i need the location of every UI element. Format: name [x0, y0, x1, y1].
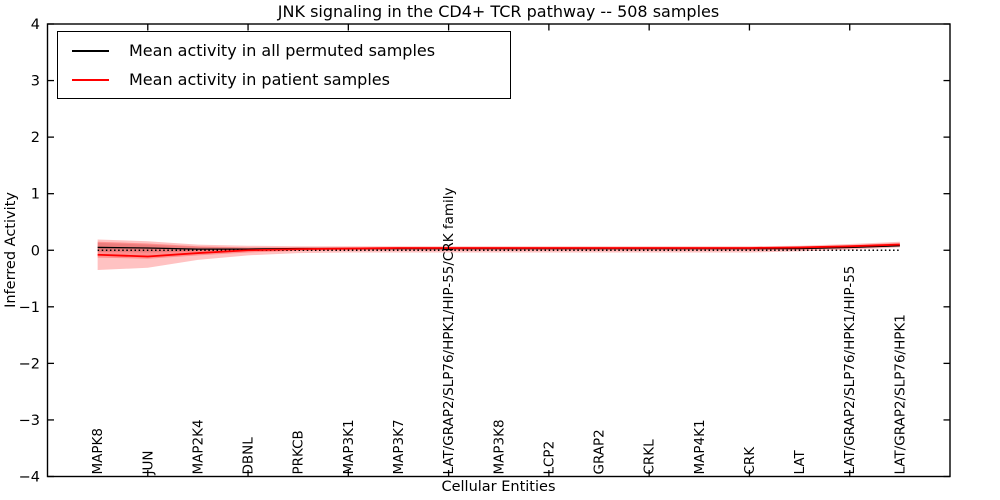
entity-label: LAT/GRAP2/SLP76/HPK1/HIP-55/CRK family — [441, 187, 457, 474]
y-axis-label: Inferred Activity — [3, 192, 19, 308]
entity-label: PRKCB — [291, 430, 307, 474]
legend-entry-patient: Mean activity in patient samples — [72, 70, 510, 89]
legend-entry-permuted: Mean activity in all permuted samples — [72, 41, 510, 60]
entity-label: MAP2K4 — [190, 419, 206, 474]
legend-line-patient-icon — [72, 78, 109, 81]
entity-label: MAP3K7 — [391, 419, 407, 474]
patient-inner-band — [97, 241, 900, 259]
entity-label: LCP2 — [541, 441, 557, 475]
y-tick-label: 1 — [31, 187, 40, 203]
y-tick-label: 3 — [31, 74, 40, 90]
y-tick-label: 2 — [31, 130, 40, 146]
entity-label: LAT/GRAP2/SLP76/HPK1 — [892, 314, 908, 474]
patient-mean-line — [97, 243, 900, 258]
entity-label: MAP3K8 — [491, 419, 507, 474]
x-axis-label: Cellular Entities — [441, 479, 556, 495]
legend-label-patient: Mean activity in patient samples — [129, 70, 390, 89]
legend-label-permuted: Mean activity in all permuted samples — [129, 41, 436, 60]
entity-label: GRAP2 — [592, 429, 608, 474]
y-tick-label: 4 — [31, 17, 40, 33]
legend: Mean activity in all permuted samples Me… — [57, 31, 511, 99]
entity-label: MAPK8 — [90, 428, 106, 474]
y-tick-label: −4 — [19, 470, 40, 486]
entity-label: LAT — [792, 449, 808, 474]
entity-label: CRK — [742, 446, 758, 475]
y-tick-label: −3 — [19, 413, 40, 429]
chart-title: JNK signaling in the CD4+ TCR pathway --… — [277, 2, 720, 21]
entity-label: MAP4K1 — [692, 419, 708, 474]
patient-outer-band — [97, 239, 900, 271]
y-tick-label: 0 — [31, 243, 40, 259]
y-tick-label: −1 — [19, 300, 40, 316]
entity-label: JUN — [140, 451, 156, 476]
entity-label: MAP3K1 — [341, 419, 357, 474]
entity-label: LAT/GRAP2/SLP76/HPK1/HIP-55 — [842, 266, 858, 475]
legend-line-permuted-icon — [72, 49, 109, 52]
entity-label: DBNL — [241, 437, 257, 475]
y-tick-label: −2 — [19, 356, 40, 372]
entity-label: CRKL — [642, 439, 658, 475]
permuted-std-band — [97, 242, 900, 253]
